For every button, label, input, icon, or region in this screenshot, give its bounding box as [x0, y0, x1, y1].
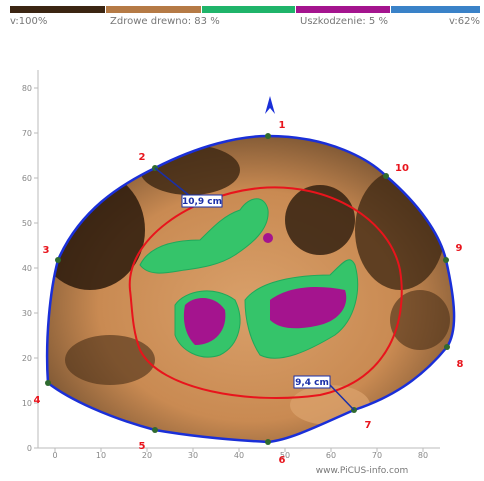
x-tick-label: 80 — [418, 451, 428, 460]
y-tick-label: 60 — [22, 174, 32, 183]
measure-box — [293, 375, 331, 389]
y-tick-label: 20 — [22, 354, 32, 363]
sensor-label: 8 — [457, 359, 464, 370]
y-tick-label: 50 — [22, 219, 32, 228]
measure-box — [181, 194, 223, 208]
sensor-labels: 1 2 3 4 5 6 7 8 9 10 — [34, 120, 464, 466]
sensor-label: 1 — [279, 120, 286, 131]
y-tick-label: 30 — [22, 309, 32, 318]
sensor-label: 3 — [43, 245, 50, 256]
sensor-label: 7 — [365, 420, 372, 431]
sensor-label: 4 — [34, 395, 41, 406]
y-tick-label: 80 — [22, 84, 32, 93]
measure-label: 10,9 cm — [182, 197, 222, 207]
x-tick-label: 60 — [326, 451, 336, 460]
x-tick-label: 40 — [234, 451, 244, 460]
x-tick-label: 0 — [52, 451, 57, 460]
legend-left: v:100% — [10, 16, 47, 27]
y-tick-label: 0 — [27, 444, 32, 453]
damage-region — [183, 233, 347, 345]
y-tick-label: 70 — [22, 129, 32, 138]
sensor-label: 5 — [139, 441, 146, 452]
stem-outline — [45, 134, 456, 444]
x-tick-label: 20 — [142, 451, 152, 460]
x-tick-label: 30 — [188, 451, 198, 460]
legend-damage: Uszkodzenie: 5 % — [300, 16, 388, 27]
stem-image — [47, 136, 455, 442]
north-arrow — [265, 96, 275, 114]
legend-healthy: Zdrowe drewno: 83 % — [110, 16, 220, 27]
legend-right: v:62% — [449, 16, 480, 27]
measure-line — [329, 384, 355, 411]
measure-label: 9,4 cm — [295, 378, 329, 388]
sensor-label: 10 — [395, 163, 409, 174]
sensor-label: 9 — [456, 243, 463, 254]
y-tick-label: 40 — [22, 264, 32, 273]
footer: www.PiCUS-info.com — [316, 466, 408, 476]
measure-line — [154, 167, 191, 197]
sensor-label: 6 — [279, 455, 286, 466]
ticks: 0 10 20 30 40 50 60 70 80 0 10 20 30 40 50 60 70 80 — [22, 84, 428, 460]
x-tick-label: 70 — [372, 451, 382, 460]
x-tick-label: 50 — [280, 451, 290, 460]
y-tick-label: 10 — [22, 399, 32, 408]
sensor-label: 2 — [139, 152, 146, 163]
color-bar — [10, 6, 480, 13]
x-tick-label: 10 — [96, 451, 106, 460]
